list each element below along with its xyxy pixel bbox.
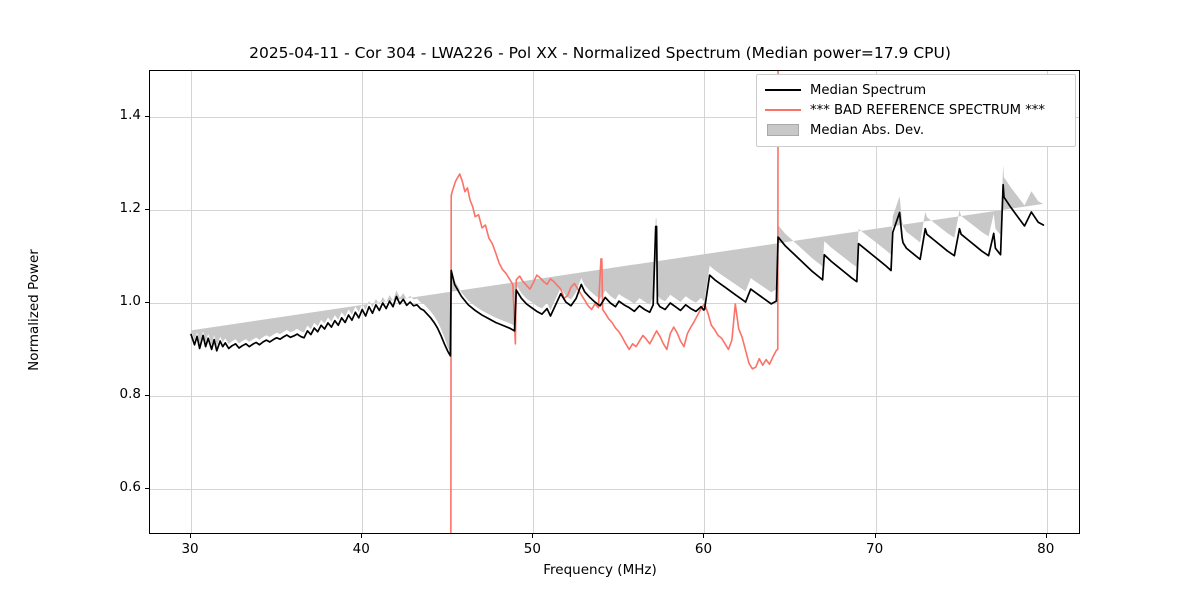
y-tick-label: 1.0 [119, 293, 141, 309]
x-tick-label: 80 [1037, 541, 1055, 557]
x-tick-label: 40 [352, 541, 370, 557]
y-tick-label: 0.6 [119, 478, 141, 495]
x-tick-mark [532, 534, 534, 538]
x-tick-mark [703, 534, 705, 538]
y-axis-label: Normalized Power [26, 249, 42, 371]
gridline-horizontal [150, 210, 1079, 212]
legend-label-median-abs-dev: Median Abs. Dev. [810, 122, 925, 138]
x-tick-label: 30 [181, 541, 199, 557]
legend: Median Spectrum *** BAD REFERENCE SPECTR… [756, 74, 1076, 147]
gridline-vertical [1046, 71, 1048, 533]
x-axis-label: Frequency (MHz) [543, 562, 657, 578]
y-tick-mark [145, 209, 149, 211]
chart-title: 2025-04-11 - Cor 304 - LWA226 - Pol XX -… [249, 44, 951, 62]
x-tick-mark [874, 534, 876, 538]
gridline-horizontal [150, 395, 1079, 397]
y-tick-mark [145, 116, 149, 118]
curves-layer [190, 71, 1045, 533]
y-tick-label: 1.2 [119, 200, 141, 217]
median-spectrum-series [190, 183, 1045, 357]
gridline-horizontal [150, 303, 1079, 304]
x-tick-label: 60 [694, 541, 713, 557]
legend-swatch-line-black [765, 83, 801, 97]
y-tick-mark [145, 394, 149, 396]
x-tick-mark [361, 534, 363, 538]
x-tick-label: 50 [523, 541, 541, 557]
gridline-horizontal [150, 488, 1079, 490]
gridline-vertical [191, 71, 193, 533]
mad-band-group [191, 164, 1044, 353]
y-tick-mark [145, 302, 149, 303]
y-tick-label: 1.4 [119, 107, 141, 124]
gridline-vertical [362, 71, 364, 533]
y-tick-mark [145, 487, 149, 489]
x-tick-mark [190, 534, 192, 538]
legend-swatch-patch-gray [765, 123, 801, 137]
legend-swatch-line-red [765, 103, 801, 117]
plot-area [149, 70, 1080, 534]
legend-label-median-spectrum: Median Spectrum [810, 82, 927, 98]
x-tick-label: 70 [866, 541, 884, 557]
gridline-vertical [875, 71, 877, 533]
y-tick-label: 0.8 [119, 385, 141, 402]
legend-item-bad-reference: *** BAD REFERENCE SPECTRUM *** [765, 100, 1067, 120]
legend-item-median-abs-dev: Median Abs. Dev. [765, 120, 1067, 140]
legend-label-bad-reference: *** BAD REFERENCE SPECTRUM *** [810, 102, 1045, 118]
bad-reference-series [450, 71, 779, 533]
legend-item-median-spectrum: Median Spectrum [765, 80, 1067, 100]
x-tick-mark [1045, 534, 1047, 538]
gridline-horizontal [150, 117, 1079, 119]
